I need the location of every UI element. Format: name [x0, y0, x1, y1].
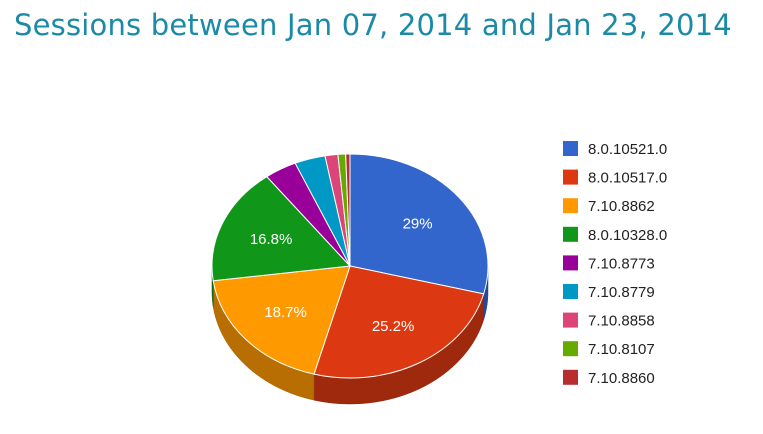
legend-swatch-3: [563, 226, 578, 242]
legend-label-4: 7.10.8773: [588, 255, 655, 272]
pie-depth-layer: [211, 266, 489, 405]
legend-label-7: 7.10.8107: [588, 341, 655, 358]
legend-label-2: 7.10.8862: [588, 198, 655, 215]
legend-swatch-2: [563, 198, 578, 214]
legend-swatch-4: [563, 255, 578, 271]
legend-swatch-6: [563, 312, 578, 328]
slice-label-1: 25.2%: [372, 318, 415, 335]
legend-label-1: 8.0.10517.0: [588, 170, 667, 187]
pie-slice-1[interactable]: [313, 265, 485, 379]
legend-label-3: 8.0.10328.0: [588, 227, 667, 244]
pie-slice-0[interactable]: [349, 153, 489, 295]
legend-swatch-7: [563, 341, 578, 357]
legend-swatch-1: [563, 169, 578, 185]
slice-label-0: 29%: [403, 215, 433, 232]
legend-swatch-8: [563, 369, 578, 385]
pie-slices: [211, 153, 489, 379]
legend-label-5: 7.10.8779: [588, 284, 655, 301]
pie-slice-8[interactable]: [345, 153, 351, 267]
slice-label-2: 18.7%: [264, 304, 307, 321]
legend-swatch-5: [563, 284, 578, 299]
legend-label-8: 7.10.8860: [588, 370, 655, 387]
legend-label-6: 7.10.8858: [588, 313, 655, 330]
pie-slice-2[interactable]: [212, 265, 351, 375]
pie-slice-labels: 29% 25.2% 18.7% 16.8%: [250, 215, 433, 335]
chart-legend: 8.0.10521.0 8.0.10517.0 7.10.8862 8.0.10328…: [563, 141, 667, 387]
legend-swatch-0: [563, 141, 578, 156]
legend-label-0: 8.0.10521.0: [588, 141, 667, 158]
pie-slice-3[interactable]: [211, 176, 352, 282]
chart-title: Sessions between Jan 07, 2014 and Jan 23…: [14, 8, 732, 42]
slice-label-3: 16.8%: [250, 231, 293, 248]
